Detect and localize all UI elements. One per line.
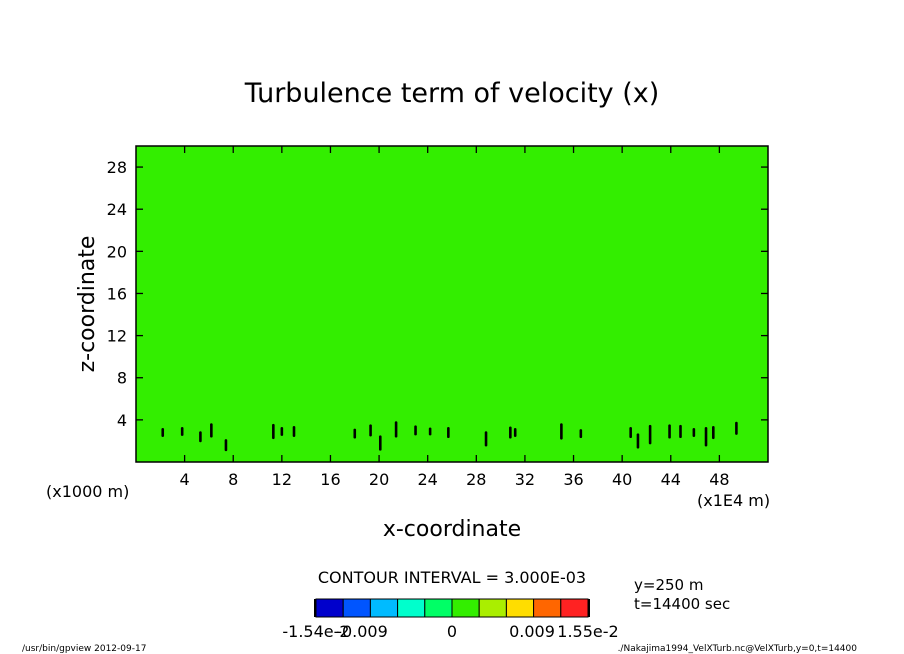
y-tick-label: 8: [117, 369, 127, 388]
colorbar: [314, 598, 590, 618]
plot-field: [135, 145, 769, 463]
colorbar-label: 0: [447, 622, 457, 641]
footer-right: ./Nakajima1994_VelXTurb.nc@VelXTurb,y=0,…: [618, 644, 858, 654]
colorbar-swatch: [533, 598, 562, 618]
x-tick-label: 12: [272, 470, 292, 489]
colorbar-swatch: [369, 598, 399, 618]
y-axis: 4 8 12 16 20 24 28: [107, 158, 768, 430]
x-tick-label: 36: [563, 470, 583, 489]
contour-features: [161, 421, 738, 452]
colorbar-swatch: [342, 598, 371, 618]
colorbar-label: 1.55e-2: [557, 622, 618, 641]
y-tick-label: 16: [107, 284, 127, 303]
x-tick-label: 28: [466, 470, 486, 489]
info-t: t=14400 sec: [634, 595, 730, 613]
colorbar-swatch: [478, 598, 507, 618]
colorbar-swatch: [397, 598, 426, 618]
colorbar-swatch: [505, 598, 535, 618]
contour-interval: CONTOUR INTERVAL = 3.000E-03: [318, 568, 586, 587]
x-tick-label: 20: [369, 470, 389, 489]
info-y: y=250 m: [634, 576, 703, 594]
colorbar-label: 0.009: [509, 622, 555, 641]
x-unit-left: (x1000 m): [46, 482, 129, 501]
colorbar-swatch: [560, 598, 589, 618]
x-tick-label: 44: [661, 470, 681, 489]
footer-left: /usr/bin/gpview 2012-09-17: [22, 644, 146, 654]
x-axis: 4 8 12 16 20 24 28 32 36 40 44 48: [180, 146, 730, 489]
x-unit-right: (x1E4 m): [697, 491, 770, 510]
colorbar-swatch: [451, 598, 480, 618]
x-tick-label: 40: [612, 470, 632, 489]
y-tick-label: 12: [107, 327, 127, 346]
colorbar-swatch: [315, 598, 344, 618]
colorbar-label: -1.54e-2: [282, 622, 349, 641]
chart-title: Turbulence term of velocity (x): [244, 78, 660, 109]
x-axis-label: x-coordinate: [383, 517, 521, 542]
colorbar-label: -0.009: [336, 622, 388, 641]
x-tick-label: 16: [320, 470, 340, 489]
x-tick-label: 48: [709, 470, 729, 489]
x-tick-label: 32: [515, 470, 535, 489]
y-tick-label: 28: [107, 158, 127, 177]
colorbar-labels: -1.54e-2-0.009 0 0.009 1.55e-2: [282, 622, 618, 641]
x-tick-label: 8: [228, 470, 238, 489]
y-tick-label: 20: [107, 242, 127, 261]
x-tick-label: 24: [418, 470, 438, 489]
y-axis-label: z-coordinate: [75, 236, 100, 373]
x-tick-label: 4: [180, 470, 190, 489]
colorbar-end: [588, 599, 590, 617]
y-tick-label: 4: [117, 411, 127, 430]
colorbar-swatch: [424, 598, 453, 618]
colorbar-end: [314, 599, 316, 617]
y-tick-label: 24: [107, 200, 127, 219]
